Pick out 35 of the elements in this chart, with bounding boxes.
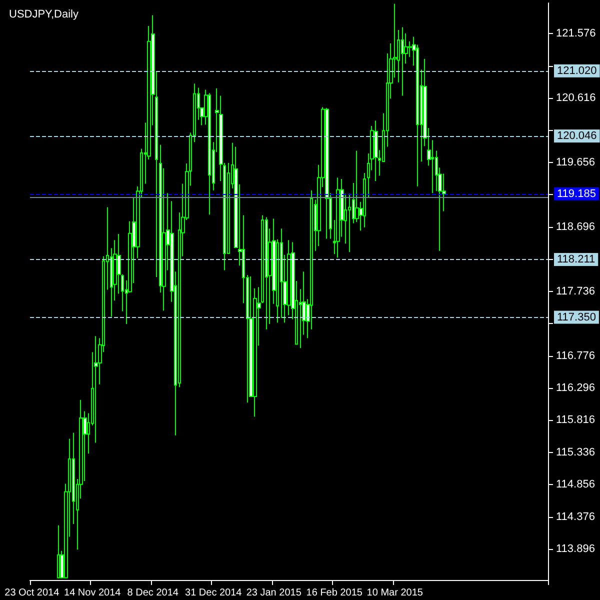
x-tick-label: 31 Dec 2014 <box>185 588 242 598</box>
x-tick-label: 23 Oct 2014 <box>4 588 60 598</box>
candlestick <box>265 216 268 330</box>
x-tick-label: 14 Nov 2014 <box>64 588 122 598</box>
candlestick <box>401 26 404 96</box>
ref-line-label: 118.211 <box>557 254 596 266</box>
y-tick-label: 116.776 <box>556 350 595 362</box>
ref-line-label: 120.046 <box>557 130 597 142</box>
y-tick-label: 117.736 <box>556 285 595 298</box>
y-tick-label: 114.856 <box>556 478 595 491</box>
x-tick-label: 10 Mar 2015 <box>366 588 424 598</box>
candlestick <box>363 172 366 228</box>
ref-line-label: 119.185 <box>557 188 596 200</box>
y-tick-label: 120.616 <box>556 92 596 104</box>
ref-line-label: 117.350 <box>557 311 596 324</box>
x-tick-label: 16 Feb 2015 <box>306 588 363 598</box>
x-tick-label: 23 Jan 2015 <box>246 588 302 598</box>
y-tick-label: 119.656 <box>556 156 595 168</box>
candlestick <box>57 524 60 579</box>
candlestick <box>374 120 378 182</box>
y-tick-label: 115.816 <box>556 414 595 426</box>
text: USDJPY,Daily <box>9 8 79 20</box>
candlestick <box>336 177 340 258</box>
y-tick-label: 116.296 <box>556 382 595 394</box>
x-tick-label: 8 Dec 2014 <box>127 588 179 598</box>
y-tick-label: 115.336 <box>556 446 595 458</box>
candlestick <box>208 92 211 216</box>
y-tick-label: 113.896 <box>556 543 595 556</box>
y-tick-label: 118.696 <box>556 220 595 233</box>
ref-line-label: 121.020 <box>557 64 597 77</box>
y-tick-label: 114.376 <box>556 510 595 523</box>
candlestick <box>94 336 98 444</box>
y-tick-label: 121.576 <box>556 28 596 40</box>
candlestick <box>280 228 283 318</box>
candlestick <box>325 107 329 240</box>
